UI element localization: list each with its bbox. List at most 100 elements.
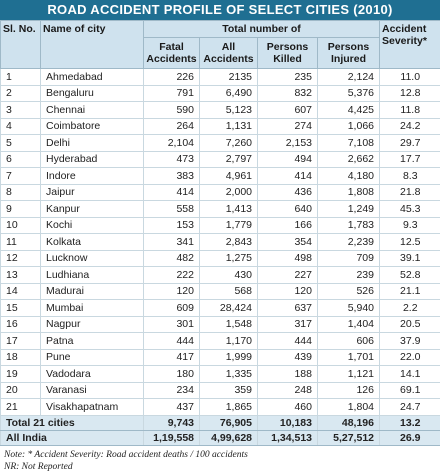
table-cell: 7,260 <box>199 134 258 152</box>
table-cell: 52.8 <box>379 266 440 284</box>
table-cell: 709 <box>317 250 380 267</box>
table-cell: 417 <box>143 349 200 366</box>
table-cell: Patna <box>40 332 144 350</box>
table-row: 4 Coimbatore 264 1,131 274 1,066 24.2 <box>0 118 440 135</box>
table-cell: 274 <box>257 118 318 135</box>
table-cell: 20.5 <box>379 316 440 333</box>
table-cell: Vadodara <box>40 365 144 383</box>
table-cell: 12.8 <box>379 85 440 102</box>
table-cell: Delhi <box>40 134 144 152</box>
table-cell: 7 <box>0 167 41 185</box>
table-cell: 609 <box>143 299 200 317</box>
table-cell: 21.1 <box>379 283 440 300</box>
table-row: 12 Lucknow 482 1,275 498 709 39.1 <box>0 250 440 267</box>
table-cell: 1,804 <box>317 398 380 416</box>
table-cell: 226 <box>143 68 200 86</box>
table-cell: 1,701 <box>317 349 380 366</box>
table-cell: 222 <box>143 266 200 284</box>
table-cell: 5,940 <box>317 299 380 317</box>
summary-cell: 1,19,558 <box>143 430 200 446</box>
table-cell: 45.3 <box>379 200 440 218</box>
table-cell: 606 <box>317 332 380 350</box>
table-cell: 166 <box>257 217 318 234</box>
table-cell: 11 <box>0 233 41 251</box>
table-cell: 1,999 <box>199 349 258 366</box>
table-cell: 414 <box>143 184 200 201</box>
table-cell: 341 <box>143 233 200 251</box>
header-cell: Persons Killed <box>257 37 318 69</box>
table-cell: 301 <box>143 316 200 333</box>
table-cell: Madurai <box>40 283 144 300</box>
table-row: 5 Delhi 2,104 7,260 2,153 7,108 29.7 <box>0 134 440 152</box>
table-cell: 248 <box>257 382 318 399</box>
table-cell: 235 <box>257 68 318 86</box>
table-cell: 1,066 <box>317 118 380 135</box>
summary-row: Total 21 cities 9,743 76,905 10,183 48,196 13… <box>0 415 440 431</box>
table-cell: 2 <box>0 85 41 102</box>
summary-cell: 4,99,628 <box>199 430 258 446</box>
table-row: 20 Varanasi 234 359 248 126 69.1 <box>0 382 440 399</box>
table-cell: 4,961 <box>199 167 258 185</box>
summary-cell: 5,27,512 <box>317 430 380 446</box>
table-cell: 436 <box>257 184 318 201</box>
table-row: 13 Ludhiana 222 430 227 239 52.8 <box>0 266 440 284</box>
table-cell: 482 <box>143 250 200 267</box>
table-cell: 1,779 <box>199 217 258 234</box>
header-cell: Persons Injured <box>317 37 380 69</box>
table-cell: 6 <box>0 151 41 168</box>
table-cell: 24.2 <box>379 118 440 135</box>
table-cell: 21 <box>0 398 41 416</box>
table-cell: 832 <box>257 85 318 102</box>
table-cell: 17.7 <box>379 151 440 168</box>
table-cell: 1,808 <box>317 184 380 201</box>
table-cell: 11.8 <box>379 101 440 119</box>
table-cell: 607 <box>257 101 318 119</box>
table-cell: 37.9 <box>379 332 440 350</box>
table-cell: 1,548 <box>199 316 258 333</box>
table-cell: 1,865 <box>199 398 258 416</box>
table-row: 17 Patna 444 1,170 444 606 37.9 <box>0 332 440 350</box>
summary-cell: All India <box>0 430 144 446</box>
table-cell: 1,121 <box>317 365 380 383</box>
table-cell: 4,425 <box>317 101 380 119</box>
table-cell: 526 <box>317 283 380 300</box>
table-cell: 2,153 <box>257 134 318 152</box>
table-cell: 12 <box>0 250 41 267</box>
table-cell: 444 <box>257 332 318 350</box>
table-cell: 15 <box>0 299 41 317</box>
note: Note: * Accident Severity: Road accident… <box>4 449 248 460</box>
table-cell: 4 <box>0 118 41 135</box>
header-cell: Accident Severity* <box>379 20 440 69</box>
table-cell: 28,424 <box>199 299 258 317</box>
table-cell: 8.3 <box>379 167 440 185</box>
table-row: 15 Mumbai 609 28,424 637 5,940 2.2 <box>0 299 440 317</box>
summary-cell: 9,743 <box>143 415 200 431</box>
table-cell: Pune <box>40 349 144 366</box>
table-row: 9 Kanpur 558 1,413 640 1,249 45.3 <box>0 200 440 218</box>
table-cell: 354 <box>257 233 318 251</box>
table-cell: 1,783 <box>317 217 380 234</box>
table-cell: 498 <box>257 250 318 267</box>
table-cell: 473 <box>143 151 200 168</box>
table-cell: Indore <box>40 167 144 185</box>
table-cell: 1,249 <box>317 200 380 218</box>
table-cell: 2,662 <box>317 151 380 168</box>
table-cell: Kanpur <box>40 200 144 218</box>
table-cell: 16 <box>0 316 41 333</box>
table-cell: 18 <box>0 349 41 366</box>
table-cell: Visakhapatnam <box>40 398 144 416</box>
table-row: 19 Vadodara 180 1,335 188 1,121 14.1 <box>0 365 440 383</box>
table-row: 7 Indore 383 4,961 414 4,180 8.3 <box>0 167 440 185</box>
table-cell: 460 <box>257 398 318 416</box>
table-cell: 11.0 <box>379 68 440 86</box>
table-cell: 120 <box>257 283 318 300</box>
table-cell: 188 <box>257 365 318 383</box>
table-cell: 444 <box>143 332 200 350</box>
header-cell: Sl. No. <box>0 20 41 69</box>
table-cell: 180 <box>143 365 200 383</box>
table-cell: Kochi <box>40 217 144 234</box>
table-cell: 2,124 <box>317 68 380 86</box>
table-cell: 39.1 <box>379 250 440 267</box>
header-cell: Name of city <box>40 20 144 69</box>
summary-cell: 48,196 <box>317 415 380 431</box>
